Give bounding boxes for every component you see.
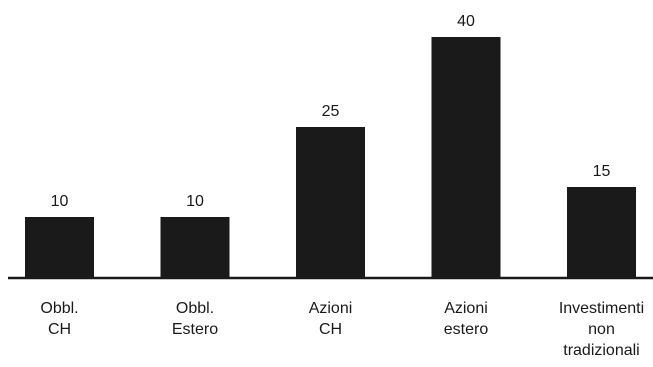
category-label-line: CH (319, 321, 342, 338)
category-label-line: Estero (172, 321, 218, 338)
category-label-1: Obbl. Estero (172, 300, 218, 338)
category-label-line: Obbl. (176, 300, 214, 317)
category-label-line: CH (48, 321, 71, 338)
value-labels-layer: 10 10 25 40 15 (51, 13, 611, 210)
category-label-0: Obbl. CH (40, 300, 78, 338)
bar-3 (431, 37, 501, 277)
value-label-1: 10 (186, 193, 204, 210)
tick-labels-layer: Obbl. CH Obbl. Estero Azioni CH Azioni estero In… (40, 300, 644, 359)
category-label-line: Azioni (309, 300, 353, 317)
category-label-line: Obbl. (40, 300, 78, 317)
category-label-3: Azioni estero (444, 300, 489, 338)
category-label-line: non (588, 321, 615, 338)
value-label-3: 40 (457, 13, 475, 30)
value-label-4: 15 (593, 163, 611, 180)
category-label-line: estero (444, 321, 489, 338)
category-label-line: tradizionali (563, 342, 639, 359)
bar-2 (296, 127, 365, 277)
bar-1 (160, 217, 230, 277)
value-label-0: 10 (51, 193, 69, 210)
value-label-2: 25 (322, 103, 340, 120)
bars-layer (25, 37, 636, 277)
bar-0 (25, 217, 94, 277)
category-label-4: Investimenti non tradizionali (559, 300, 644, 359)
category-label-line: Investimenti (559, 300, 644, 317)
bar-4 (567, 187, 636, 277)
category-label-line: Azioni (444, 300, 488, 317)
category-label-2: Azioni CH (309, 300, 353, 338)
